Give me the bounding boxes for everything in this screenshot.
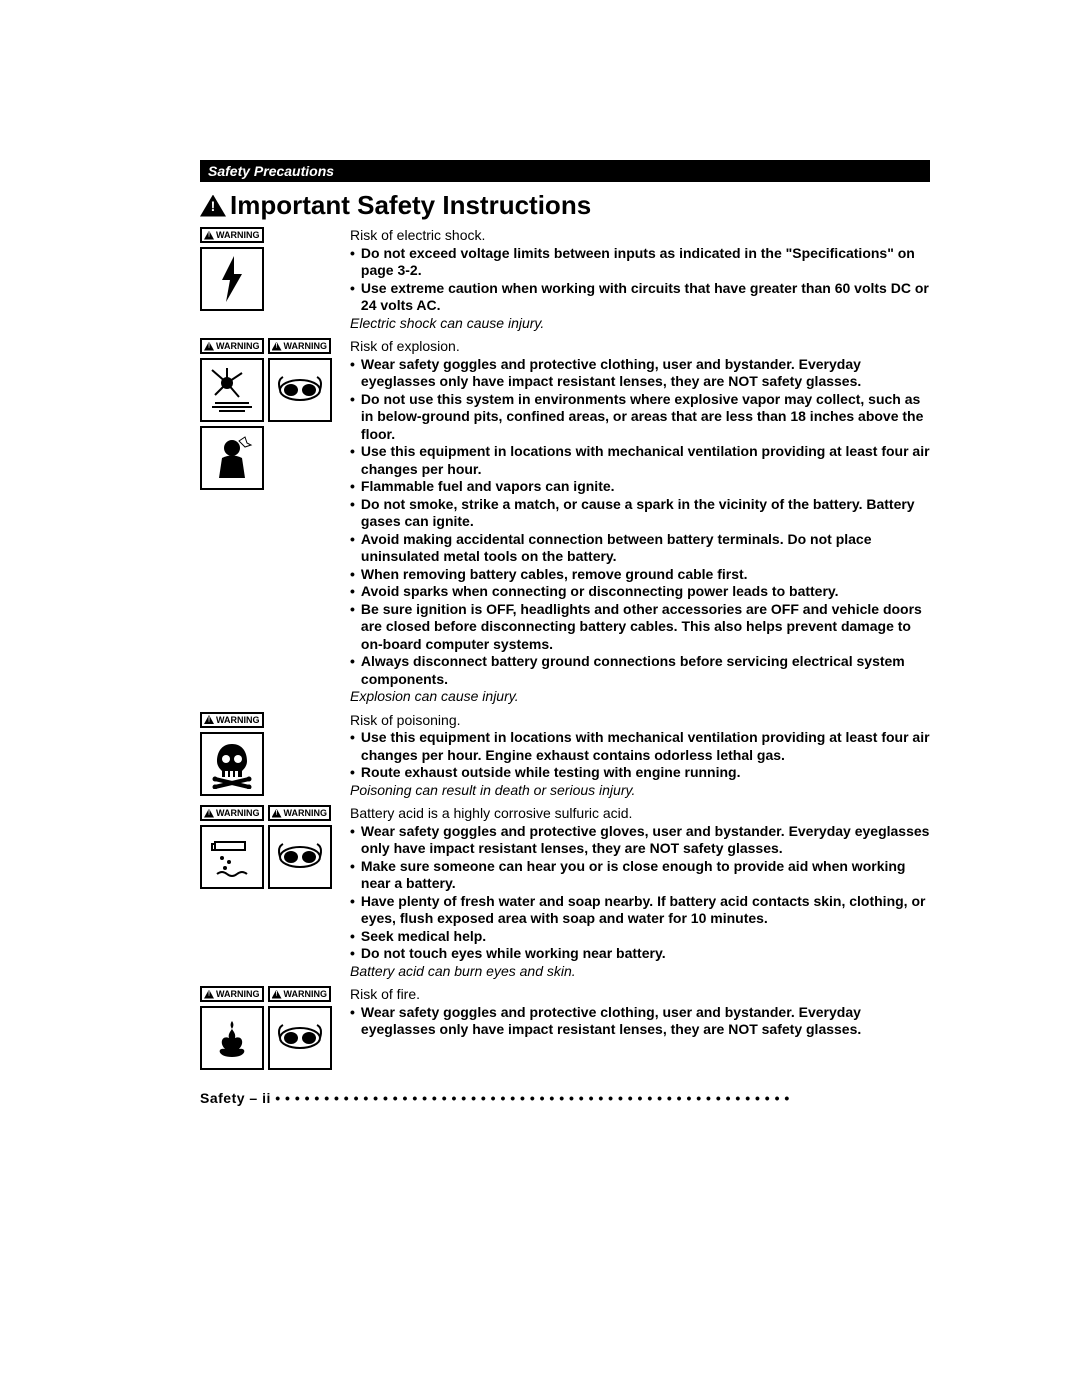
warning-label-box: WARNING	[200, 227, 264, 243]
mini-alert-icon	[204, 809, 214, 818]
bullet-item: Use this equipment in locations with mec…	[350, 443, 930, 478]
fire-icon	[200, 1006, 264, 1070]
bullet-item: Route exhaust outside while testing with…	[350, 764, 930, 782]
risk-text: Risk of poisoning.	[350, 712, 930, 730]
bullet-item: Be sure ignition is OFF, headlights and …	[350, 601, 930, 654]
goggles-icon	[268, 1006, 332, 1070]
goggles-icon	[268, 358, 332, 422]
mini-alert-icon	[272, 990, 282, 999]
bullet-item: Wear safety goggles and protective cloth…	[350, 356, 930, 391]
bullet-item: Do not touch eyes while working near bat…	[350, 945, 930, 963]
risk-text: Risk of explosion.	[350, 338, 930, 356]
goggles-icon	[268, 825, 332, 889]
risk-text: Risk of electric shock.	[350, 227, 930, 245]
bullet-item: Use extreme caution when working with ci…	[350, 280, 930, 315]
bullet-item: Wear safety goggles and protective cloth…	[350, 1004, 930, 1039]
section-explosion: WARNING WARNING Risk of explosion. Wear …	[200, 338, 930, 706]
text-column: Risk of explosion. Wear safety goggles a…	[340, 338, 930, 706]
bullet-item: Use this equipment in locations with mec…	[350, 729, 930, 764]
bullet-item: Flammable fuel and vapors can ignite.	[350, 478, 930, 496]
page-title: Important Safety Instructions	[230, 190, 591, 221]
title-row: Important Safety Instructions	[200, 190, 930, 221]
icon-column: WARNING	[200, 712, 340, 800]
warning-text: WARNING	[216, 341, 260, 351]
mini-alert-icon	[204, 990, 214, 999]
icon-column: WARNING	[200, 227, 340, 332]
bullet-item: Avoid sparks when connecting or disconne…	[350, 583, 930, 601]
page: Safety Precautions Important Safety Inst…	[0, 0, 1080, 1186]
text-column: Risk of electric shock. Do not exceed vo…	[340, 227, 930, 332]
warning-label-box: WARNING	[268, 338, 332, 354]
text-column: Battery acid is a highly corrosive sulfu…	[340, 805, 930, 980]
warning-label-box: WARNING	[268, 986, 332, 1002]
warning-text: WARNING	[216, 808, 260, 818]
warning-text: WARNING	[216, 230, 260, 240]
bullet-item: When removing battery cables, remove gro…	[350, 566, 930, 584]
mini-alert-icon	[204, 715, 214, 724]
section-fire: WARNING WARNING Risk of fire. Wear safet…	[200, 986, 930, 1070]
bullet-item: Do not smoke, strike a match, or cause a…	[350, 496, 930, 531]
mini-alert-icon	[204, 342, 214, 351]
text-column: Risk of poisoning. Use this equipment in…	[340, 712, 930, 800]
icon-column: WARNING WARNING	[200, 986, 340, 1070]
consequence-text: Battery acid can burn eyes and skin.	[350, 963, 930, 981]
warning-label-box: WARNING	[200, 712, 264, 728]
warning-text: WARNING	[284, 808, 328, 818]
warning-label-box: WARNING	[200, 338, 264, 354]
icon-column: WARNING WARNING	[200, 805, 340, 980]
warning-text: WARNING	[216, 715, 260, 725]
person-impact-icon	[200, 426, 264, 490]
risk-text: Risk of fire.	[350, 986, 930, 1004]
warning-label-box: WARNING	[200, 805, 264, 821]
bullet-item: Make sure someone can hear you or is clo…	[350, 858, 930, 893]
bullet-item: Avoid making accidental connection betwe…	[350, 531, 930, 566]
skull-icon	[200, 732, 264, 796]
mini-alert-icon	[272, 342, 282, 351]
consequence-text: Poisoning can result in death or serious…	[350, 782, 930, 800]
mini-alert-icon	[204, 231, 214, 240]
warning-text: WARNING	[284, 989, 328, 999]
warning-label-box: WARNING	[268, 805, 332, 821]
warning-text: WARNING	[216, 989, 260, 999]
bullet-item: Do not exceed voltage limits between inp…	[350, 245, 930, 280]
text-column: Risk of fire. Wear safety goggles and pr…	[340, 986, 930, 1070]
consequence-text: Explosion can cause injury.	[350, 688, 930, 706]
page-footer: Safety – ii • • • • • • • • • • • • • • …	[200, 1090, 930, 1106]
bullet-item: Do not use this system in environments w…	[350, 391, 930, 444]
section-header: Safety Precautions	[200, 160, 930, 182]
section-battery-acid: WARNING WARNING Battery acid is a highly…	[200, 805, 930, 980]
bullet-item: Have plenty of fresh water and soap near…	[350, 893, 930, 928]
warning-text: WARNING	[284, 341, 328, 351]
section-electric-shock: WARNING Risk of electric shock. Do not e…	[200, 227, 930, 332]
shock-icon	[200, 247, 264, 311]
bullet-item: Seek medical help.	[350, 928, 930, 946]
warning-label-box: WARNING	[200, 986, 264, 1002]
bullet-item: Always disconnect battery ground connect…	[350, 653, 930, 688]
corrosive-icon	[200, 825, 264, 889]
section-poisoning: WARNING Risk of poisoning. Use this equi…	[200, 712, 930, 800]
alert-icon	[200, 195, 226, 217]
icon-column: WARNING WARNING	[200, 338, 340, 706]
risk-text: Battery acid is a highly corrosive sulfu…	[350, 805, 930, 823]
consequence-text: Electric shock can cause injury.	[350, 315, 930, 333]
mini-alert-icon	[272, 809, 282, 818]
explosion-icon	[200, 358, 264, 422]
bullet-item: Wear safety goggles and protective glove…	[350, 823, 930, 858]
